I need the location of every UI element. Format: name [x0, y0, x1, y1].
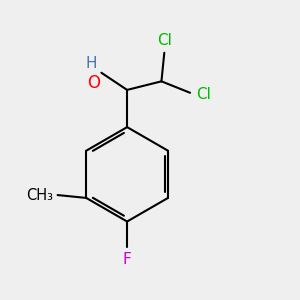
- Text: F: F: [123, 252, 131, 267]
- Text: Cl: Cl: [196, 87, 211, 102]
- Text: H: H: [85, 56, 97, 71]
- Text: CH₃: CH₃: [26, 188, 53, 202]
- Text: Cl: Cl: [157, 33, 172, 48]
- Text: O: O: [87, 74, 100, 92]
